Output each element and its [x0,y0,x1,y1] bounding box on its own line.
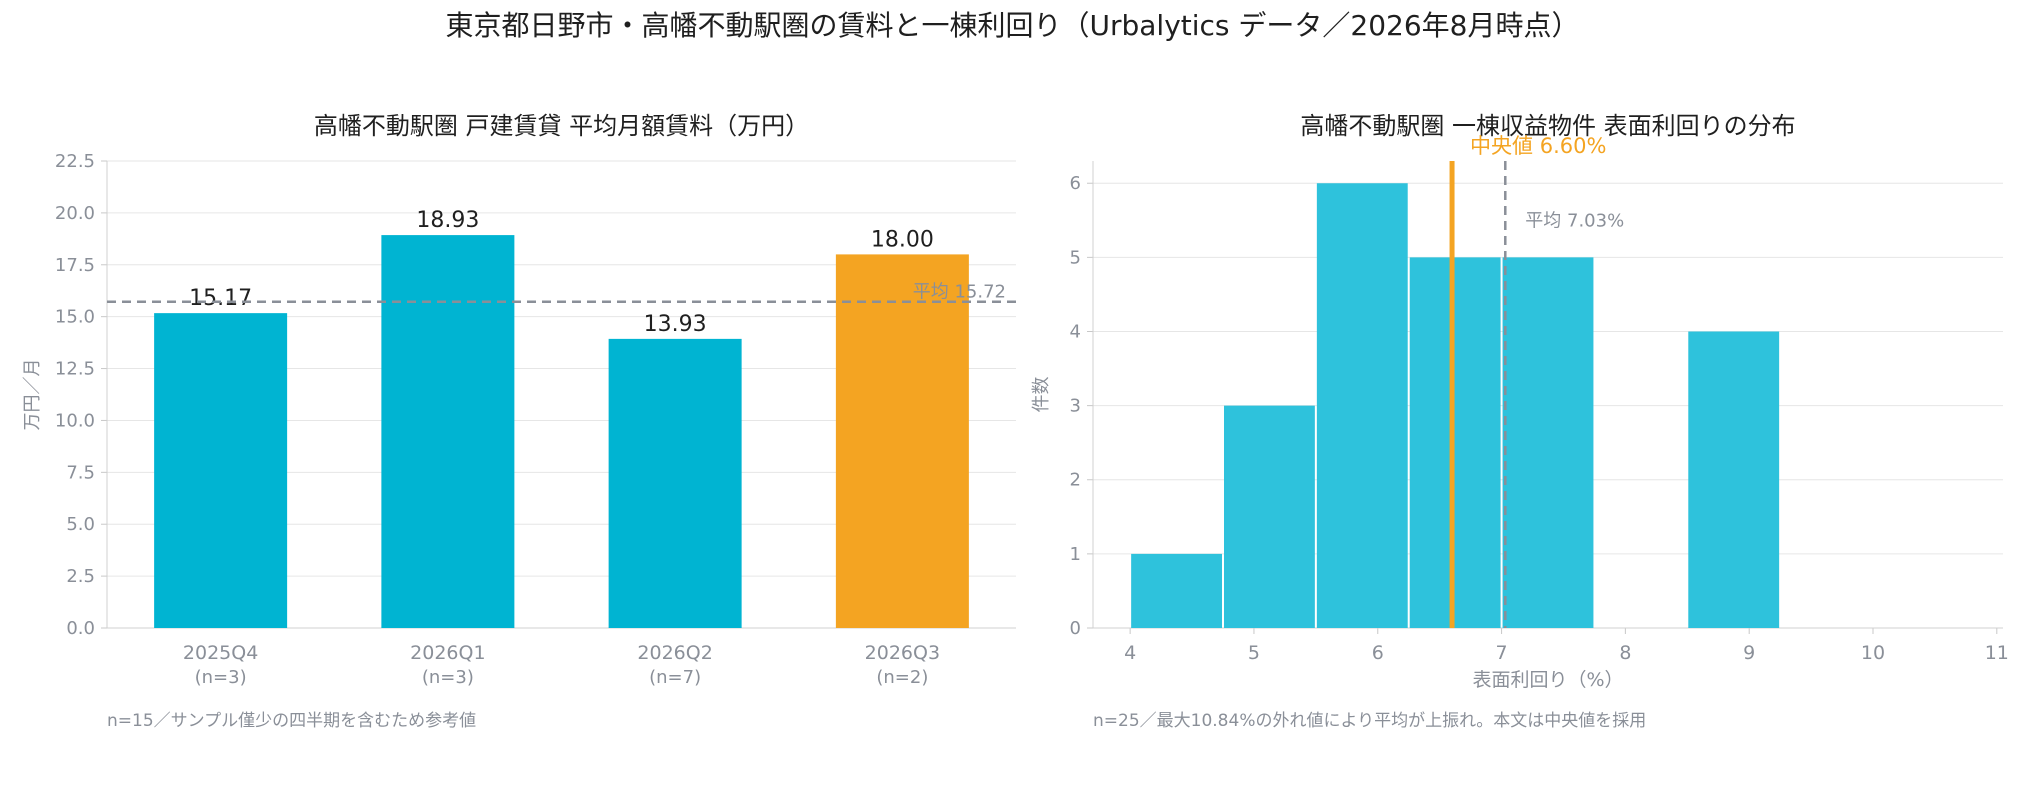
rent-bar-value-label: 15.17 [189,286,252,311]
rent-xtick-sublabel: (n=7) [649,667,701,688]
yield-xtick-label: 11 [1985,642,2009,664]
rent-ytick-label: 10.0 [55,410,95,431]
yield-histogram-bar [1316,183,1408,628]
rent-xtick-sublabel: (n=3) [195,667,247,688]
rent-xtick-sublabel: (n=3) [422,667,474,688]
yield-ytick-label: 2 [1070,470,1081,491]
yield-mean-label: 平均 7.03% [1525,210,1624,231]
rent-ytick-label: 7.5 [66,462,95,483]
yield-xtick-label: 7 [1496,642,1508,664]
yield-xtick-label: 4 [1124,642,1136,664]
yield-histogram: 高幡不動駅圏 一棟収益物件 表面利回りの分布 0 1 2 3 4 5 6 4 5 6 7 8 9 10 11 件… [1031,112,2009,691]
yield-chart-title: 高幡不動駅圏 一棟収益物件 表面利回りの分布 [1300,112,1795,140]
yield-xtick-label: 5 [1248,642,1260,664]
rent-ytick-label: 22.5 [55,151,95,172]
rent-xtick-label: 2026Q1 [410,642,485,664]
yield-histogram-bar [1224,405,1315,628]
yield-ytick-label: 3 [1070,396,1081,417]
rent-mean-label: 平均 15.72 [913,282,1006,303]
rent-bar [381,235,515,628]
yield-histogram-bar [1131,553,1222,628]
rent-ytick-label: 12.5 [55,359,95,380]
yield-xtick-label: 6 [1372,642,1384,664]
rent-ytick-label: 15.0 [55,307,95,328]
rent-chart-title: 高幡不動駅圏 戸建賃貸 平均月額賃料（万円） [314,112,809,140]
rent-ytick-label: 5.0 [66,514,95,535]
yield-ytick-label: 1 [1070,544,1081,565]
yield-histogram-bar [1409,257,1501,628]
yield-chart-note: n=25／最大10.84%の外れ値により平均が上振れ。本文は中央値を採用 [1093,711,1647,731]
rent-xtick-label: 2026Q3 [865,642,940,664]
figure-title: 東京都日野市・高幡不動駅圏の賃料と一棟利回り（Urbalytics データ／20… [445,9,1580,42]
rent-y-axis-label: 万円／月 [22,359,43,431]
yield-x-axis-label: 表面利回り（%） [1472,669,1623,691]
rent-xtick-label: 2026Q2 [637,642,712,664]
rent-bar [835,254,969,628]
yield-ytick-label: 0 [1070,618,1081,639]
rent-ytick-label: 2.5 [66,566,95,587]
rent-ytick-label: 17.5 [55,255,95,276]
rent-bar-value-label: 18.93 [416,208,479,233]
yield-ytick-label: 5 [1070,247,1081,268]
yield-xtick-label: 9 [1743,642,1755,664]
yield-ytick-label: 6 [1070,173,1081,194]
yield-y-axis-label: 件数 [1031,377,1052,413]
rent-bar [154,313,288,628]
rent-xtick-label: 2025Q4 [183,642,258,664]
rent-bar-value-label: 13.93 [644,312,707,337]
yield-histogram-bar [1502,257,1594,628]
yield-ytick-label: 4 [1070,321,1081,342]
rent-xtick-sublabel: (n=2) [876,667,928,688]
rent-bar-value-label: 18.00 [871,227,934,252]
yield-histogram-bar [1688,331,1780,628]
rent-bar [608,338,742,628]
yield-median-label: 中央値 6.60% [1470,134,1606,158]
rent-ytick-label: 0.0 [66,618,95,639]
rent-chart-note: n=15／サンプル僅少の四半期を含むため参考値 [107,711,477,731]
rent-ytick-label: 20.0 [55,203,95,224]
rent-bar-chart: 高幡不動駅圏 戸建賃貸 平均月額賃料（万円） 0.0 2.5 5.0 7.5 10.0 12… [22,112,1016,688]
yield-xtick-label: 8 [1619,642,1631,664]
yield-xtick-label: 10 [1861,642,1885,664]
